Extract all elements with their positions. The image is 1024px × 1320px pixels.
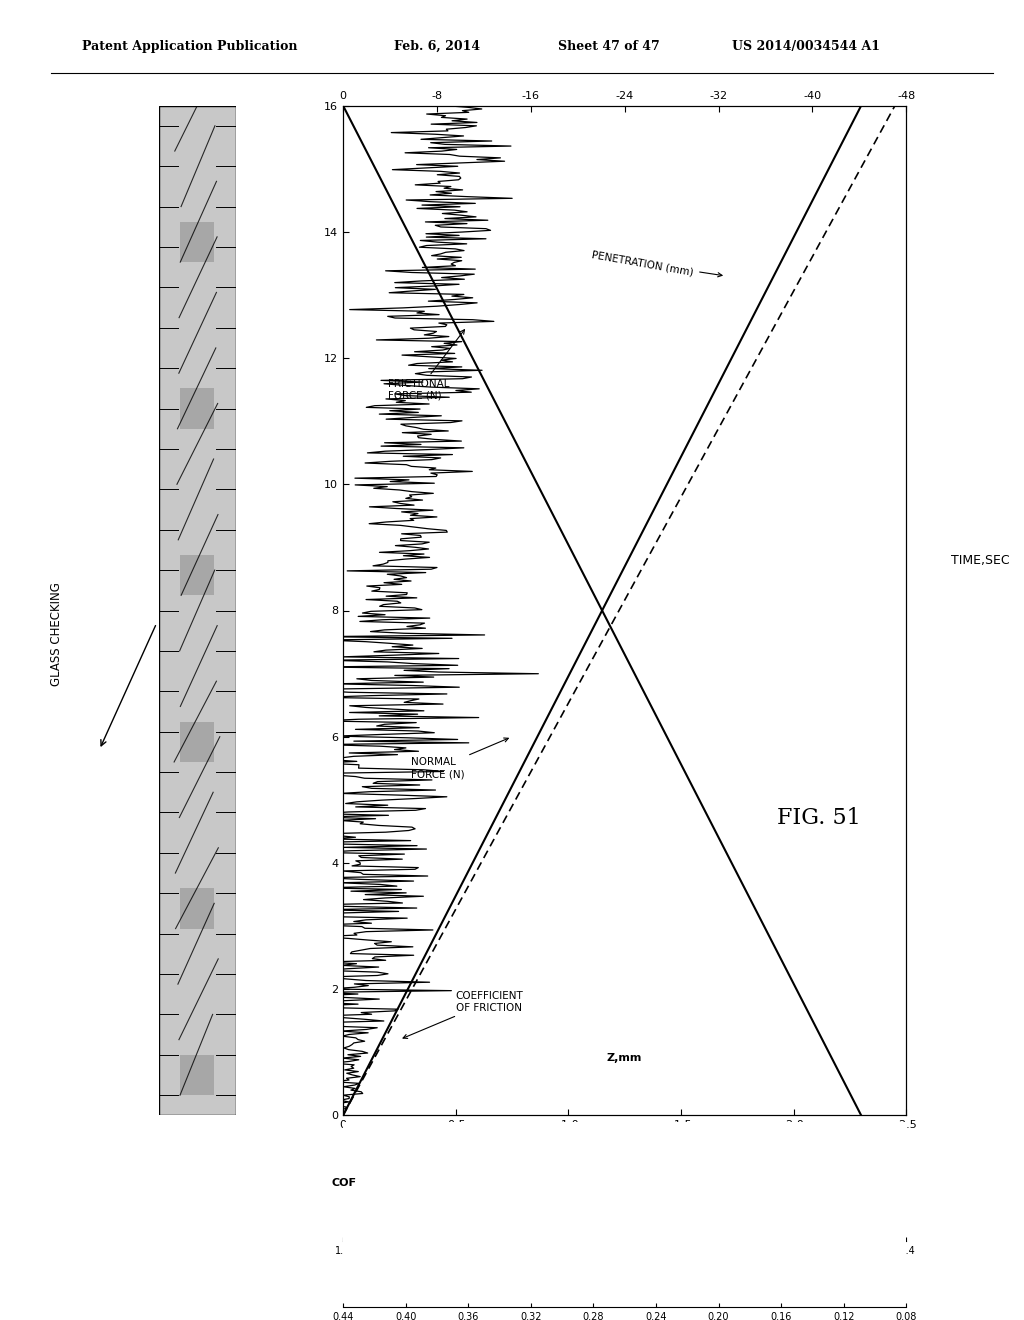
Text: GLASS CHECKING: GLASS CHECKING bbox=[50, 582, 62, 685]
Text: Feb. 6, 2014: Feb. 6, 2014 bbox=[394, 40, 480, 53]
Text: NORMAL
FORCE (N): NORMAL FORCE (N) bbox=[411, 738, 508, 779]
Text: PENETRATION (mm): PENETRATION (mm) bbox=[591, 249, 722, 277]
Bar bbox=[180, 1055, 214, 1096]
Text: Patent Application Publication: Patent Application Publication bbox=[82, 40, 297, 53]
Bar bbox=[180, 222, 214, 263]
Bar bbox=[180, 388, 214, 429]
Bar bbox=[180, 722, 214, 762]
Text: Z,mm: Z,mm bbox=[607, 1052, 642, 1063]
Text: FIG. 51: FIG. 51 bbox=[777, 808, 861, 829]
Text: COF: COF bbox=[332, 1177, 356, 1188]
Text: US 2014/0034544 A1: US 2014/0034544 A1 bbox=[732, 40, 881, 53]
Bar bbox=[180, 888, 214, 928]
Text: TIME,SEC: TIME,SEC bbox=[951, 553, 1010, 566]
Bar bbox=[180, 554, 214, 595]
Text: Sheet 47 of 47: Sheet 47 of 47 bbox=[558, 40, 659, 53]
Text: COEFFICIENT
OF FRICTION: COEFFICIENT OF FRICTION bbox=[403, 991, 523, 1039]
Text: FRICTIONAL
FORCE (N): FRICTIONAL FORCE (N) bbox=[388, 330, 465, 400]
